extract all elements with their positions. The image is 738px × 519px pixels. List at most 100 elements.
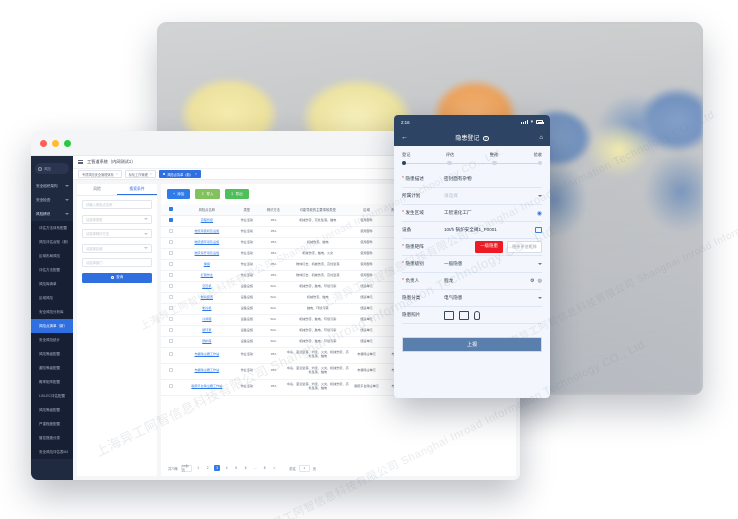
checkbox-icon[interactable] — [169, 283, 174, 288]
add-audio-icon[interactable] — [474, 310, 480, 320]
row-checkbox-cell[interactable] — [161, 259, 182, 271]
level-primary-button[interactable]: 一级隐患 — [475, 241, 503, 253]
chevron-down-icon[interactable] — [538, 263, 542, 265]
risk-point-name-link[interactable]: 焊接 — [181, 259, 232, 271]
filter-select[interactable]: 请选择类型 — [82, 214, 152, 224]
sidebar-item[interactable]: 风险点清单（新） — [31, 319, 73, 333]
map-pin-icon[interactable]: ◉ — [536, 210, 542, 217]
risk-point-name-link[interactable]: 冷却塔 — [181, 314, 232, 326]
workspace-tab[interactable]: 标化工作管理 × — [124, 170, 156, 178]
sidebar-search-input[interactable]: 风险 — [35, 163, 69, 174]
pagination-page[interactable]: 4 — [225, 466, 228, 470]
form-value[interactable]: 程龙 ⚙ ◎ — [444, 278, 542, 284]
row-checkbox-cell[interactable] — [161, 325, 182, 337]
risk-point-name-link[interactable]: 物流通环吊及设施 — [181, 237, 232, 249]
form-row[interactable]: * 隐患级别 一般隐患 — [402, 256, 542, 273]
checkbox-icon[interactable] — [169, 327, 174, 332]
pagination-page[interactable]: 3 — [213, 464, 221, 472]
pagination-page[interactable]: 6 — [244, 466, 247, 470]
tab-risk[interactable]: 风险 — [93, 187, 101, 191]
sidebar-item[interactable]: LS/LEC评估配置 — [39, 393, 66, 398]
checkbox-icon[interactable] — [169, 368, 174, 373]
sidebar-item[interactable]: 避险等级配置 — [39, 365, 60, 370]
form-value[interactable]: 密封面有杂物 — [444, 176, 542, 182]
risk-point-name-link[interactable]: 脱硫平台除尘器工作站 — [181, 379, 232, 396]
step-label[interactable]: 整改 — [489, 152, 499, 157]
filter-select[interactable]: 请选择辨识方法 — [82, 229, 152, 238]
add-photo-icon[interactable] — [444, 310, 454, 320]
sidebar-item[interactable]: 区域布局风险 — [39, 253, 60, 258]
form-value[interactable]: 10t/h 锅炉安全阀1_P0001 — [444, 227, 542, 233]
step-label[interactable]: 验收 — [533, 152, 542, 157]
submit-button[interactable]: 上报 — [402, 337, 542, 352]
checkbox-icon[interactable] — [169, 352, 174, 357]
risk-point-name-link[interactable]: 流程管控 — [181, 215, 232, 227]
checkbox-icon[interactable] — [169, 272, 174, 277]
checkbox-icon[interactable] — [169, 338, 174, 343]
window-maximize-dot[interactable] — [64, 139, 71, 147]
row-checkbox-cell[interactable] — [161, 226, 182, 238]
page-size-select[interactable]: 10条/页 — [180, 464, 192, 472]
goto-page-input[interactable]: 1 — [298, 464, 310, 472]
import-button[interactable]: ↥ 导入 — [195, 189, 220, 199]
window-minimize-dot[interactable] — [52, 139, 59, 147]
sidebar-item[interactable]: 风险评估台账（新） — [39, 239, 71, 244]
chevron-down-icon[interactable] — [538, 195, 542, 197]
window-close-dot[interactable] — [40, 139, 47, 147]
row-checkbox-cell[interactable] — [161, 292, 182, 304]
select-all-header[interactable] — [161, 204, 182, 216]
step-label[interactable]: 登记 — [402, 152, 411, 157]
form-value[interactable]: 工智道化工厂 ◉ — [444, 210, 542, 217]
clear-icon[interactable]: ⚙ — [530, 278, 535, 284]
workspace-tab[interactable]: 风险点清单（新） × — [158, 170, 201, 178]
export-button[interactable]: ↧ 导出 — [224, 189, 249, 199]
sidebar-item[interactable]: 安全风险统计 — [39, 337, 60, 342]
row-checkbox-cell[interactable] — [161, 347, 182, 364]
add-button[interactable]: + 添加 — [167, 189, 191, 199]
checkbox-icon[interactable] — [169, 250, 174, 255]
pagination-page[interactable]: 1 — [197, 466, 200, 470]
row-checkbox-cell[interactable] — [161, 281, 182, 293]
user-picker-icon[interactable]: ◎ — [537, 278, 542, 284]
question-mark-icon[interactable]: ? — [483, 135, 489, 142]
risk-point-name-link[interactable]: 循环泵 — [181, 325, 232, 337]
risk-point-name-link[interactable]: 锅炉房 — [181, 336, 232, 348]
form-value[interactable]: 请选择 — [444, 193, 542, 199]
risk-point-name-link[interactable]: 物流吊装机及设施 — [181, 226, 232, 238]
row-checkbox-cell[interactable] — [161, 237, 182, 249]
form-value[interactable]: 电气隐患 — [444, 295, 542, 301]
device-scan-icon[interactable] — [535, 227, 542, 233]
workspace-tab[interactable]: 专项风险安全管理体系 × — [78, 170, 122, 178]
risk-point-name-link[interactable]: 制氮装置 — [181, 292, 232, 304]
filter-select[interactable]: 请选择区域 — [82, 243, 152, 253]
close-icon[interactable]: × — [115, 172, 118, 176]
risk-point-name-link[interactable]: 制冷机 — [181, 303, 232, 315]
risk-point-name-link[interactable]: 物流吊开吊及设施 — [181, 248, 232, 260]
form-value[interactable]: 一般隐患 — [444, 261, 542, 267]
form-value[interactable]: 一级隐患 隐患评估矩阵 — [444, 241, 542, 253]
risk-point-name-link[interactable]: 空压机 — [181, 281, 232, 293]
close-icon[interactable]: × — [149, 172, 152, 176]
row-checkbox-cell[interactable] — [161, 314, 182, 326]
row-checkbox-cell[interactable] — [161, 248, 182, 260]
form-row[interactable]: * 发生区域 工智道化工厂 ◉ — [402, 205, 542, 222]
home-icon[interactable]: ⌂ — [539, 134, 543, 141]
sidebar-group-inspection[interactable]: 安全检查 — [31, 193, 73, 207]
sidebar-item[interactable]: 评估方法配置 — [39, 267, 60, 272]
risk-point-name-link[interactable]: 布袋除尘器工作站 — [181, 363, 232, 380]
pagination-next[interactable]: > — [273, 466, 276, 470]
sidebar-item[interactable]: 概率矩阵配置 — [39, 379, 60, 384]
row-checkbox-cell[interactable] — [161, 303, 182, 315]
form-row[interactable]: * 隐患矩阵 一级隐患 隐患评估矩阵 — [402, 239, 542, 256]
row-checkbox-cell[interactable] — [161, 270, 182, 282]
checkbox-icon[interactable] — [169, 294, 174, 299]
sidebar-item[interactable]: 区域风险 — [39, 295, 53, 300]
sidebar-item[interactable]: 管控措施分类 — [39, 435, 60, 440]
sidebar-item[interactable]: 安全风险评估表MJ — [39, 449, 69, 454]
row-checkbox-cell[interactable] — [161, 363, 182, 380]
search-button[interactable]: 查询 — [82, 273, 152, 283]
step-label[interactable]: 评估 — [445, 152, 455, 157]
checkbox-icon[interactable] — [169, 305, 174, 310]
form-row[interactable]: 隐患分类 电气隐患 — [402, 290, 542, 307]
form-value[interactable] — [444, 310, 542, 320]
